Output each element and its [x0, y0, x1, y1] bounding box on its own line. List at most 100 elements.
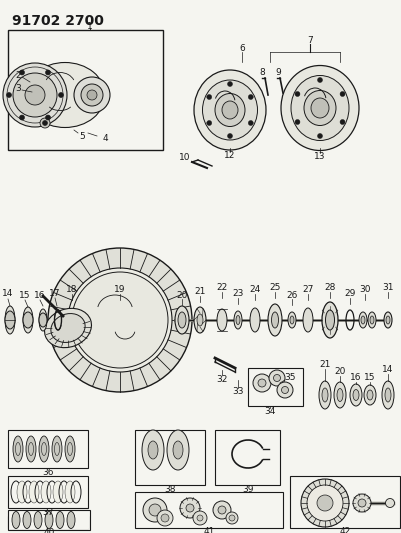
Circle shape — [59, 93, 63, 98]
Circle shape — [192, 511, 207, 525]
Ellipse shape — [289, 316, 293, 324]
Ellipse shape — [166, 430, 188, 470]
Text: 14: 14 — [2, 289, 14, 298]
Circle shape — [149, 504, 160, 516]
Ellipse shape — [303, 91, 335, 125]
Ellipse shape — [13, 436, 23, 462]
Text: 21: 21 — [318, 360, 330, 369]
Circle shape — [98, 298, 142, 342]
Ellipse shape — [302, 308, 312, 332]
Circle shape — [300, 479, 348, 527]
Text: 15: 15 — [19, 292, 30, 301]
Ellipse shape — [271, 312, 278, 328]
Text: 32: 32 — [216, 376, 227, 384]
Ellipse shape — [17, 481, 27, 503]
Circle shape — [217, 506, 225, 514]
Ellipse shape — [217, 309, 227, 331]
Ellipse shape — [384, 388, 390, 402]
Ellipse shape — [321, 302, 337, 338]
Ellipse shape — [65, 481, 75, 503]
Circle shape — [317, 77, 322, 83]
Circle shape — [213, 501, 231, 519]
Circle shape — [357, 499, 365, 507]
Text: 41: 41 — [203, 528, 214, 533]
Ellipse shape — [249, 308, 259, 332]
Ellipse shape — [280, 66, 358, 150]
Ellipse shape — [233, 311, 241, 329]
Ellipse shape — [194, 70, 265, 150]
Ellipse shape — [39, 436, 49, 462]
Text: 12: 12 — [224, 150, 235, 159]
Ellipse shape — [333, 382, 345, 408]
Text: 8: 8 — [259, 68, 264, 77]
Ellipse shape — [172, 441, 182, 459]
Text: 19: 19 — [114, 286, 126, 295]
Bar — [8, 430, 88, 468]
Text: 39: 39 — [242, 486, 253, 495]
Ellipse shape — [381, 381, 393, 409]
Text: 37: 37 — [42, 508, 54, 518]
Circle shape — [45, 115, 51, 120]
Circle shape — [248, 120, 253, 125]
Text: 18: 18 — [66, 286, 77, 295]
Text: 4: 4 — [102, 133, 107, 142]
Ellipse shape — [39, 309, 47, 331]
Ellipse shape — [53, 481, 63, 503]
Text: 24: 24 — [249, 286, 260, 295]
Circle shape — [339, 92, 344, 96]
Ellipse shape — [367, 312, 375, 328]
Circle shape — [206, 94, 211, 100]
Text: 14: 14 — [381, 366, 393, 375]
Circle shape — [316, 495, 332, 511]
Ellipse shape — [5, 311, 15, 329]
Bar — [215, 430, 279, 485]
Circle shape — [143, 498, 166, 522]
Bar — [8, 476, 88, 508]
Ellipse shape — [287, 312, 295, 328]
Ellipse shape — [178, 312, 186, 328]
Ellipse shape — [52, 436, 62, 462]
Ellipse shape — [221, 101, 237, 119]
Text: 7: 7 — [306, 36, 312, 44]
Text: 2: 2 — [15, 70, 21, 79]
Circle shape — [317, 133, 322, 139]
Ellipse shape — [56, 512, 64, 529]
Text: 16: 16 — [349, 374, 361, 383]
Circle shape — [87, 90, 97, 100]
Text: 17: 17 — [49, 289, 61, 298]
Circle shape — [45, 70, 51, 75]
Circle shape — [252, 374, 270, 392]
Text: 31: 31 — [381, 284, 393, 293]
Circle shape — [352, 494, 370, 512]
Ellipse shape — [174, 306, 188, 334]
Ellipse shape — [366, 390, 372, 400]
Ellipse shape — [290, 76, 348, 141]
Circle shape — [81, 84, 103, 106]
Ellipse shape — [267, 304, 281, 336]
Ellipse shape — [196, 314, 203, 326]
Circle shape — [48, 248, 192, 392]
Circle shape — [385, 498, 393, 507]
Ellipse shape — [23, 307, 33, 333]
Circle shape — [40, 118, 50, 128]
Ellipse shape — [385, 316, 389, 324]
Circle shape — [180, 498, 200, 518]
Text: 28: 28 — [324, 284, 335, 293]
Ellipse shape — [39, 313, 47, 327]
Circle shape — [229, 515, 235, 521]
Circle shape — [160, 514, 168, 522]
Text: 21: 21 — [194, 287, 205, 296]
Text: 29: 29 — [343, 289, 355, 298]
Text: 20: 20 — [176, 290, 187, 300]
Ellipse shape — [34, 512, 42, 529]
Text: 36: 36 — [42, 469, 54, 478]
Text: 33: 33 — [232, 387, 243, 397]
Ellipse shape — [12, 512, 20, 529]
Text: 16: 16 — [34, 292, 46, 301]
Circle shape — [273, 375, 280, 382]
Ellipse shape — [65, 436, 75, 462]
Ellipse shape — [25, 62, 105, 127]
Ellipse shape — [23, 512, 31, 529]
Bar — [135, 492, 282, 528]
Text: 3: 3 — [15, 84, 21, 93]
